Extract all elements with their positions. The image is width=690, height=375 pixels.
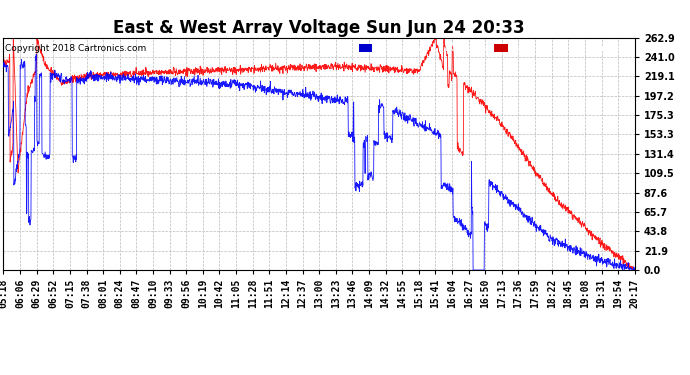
Text: Copyright 2018 Cartronics.com: Copyright 2018 Cartronics.com xyxy=(5,45,146,54)
Title: East & West Array Voltage Sun Jun 24 20:33: East & West Array Voltage Sun Jun 24 20:… xyxy=(113,20,525,38)
Legend: East Array  (DC Volts), West Array  (DC Volts): East Array (DC Volts), West Array (DC Vo… xyxy=(357,42,630,55)
